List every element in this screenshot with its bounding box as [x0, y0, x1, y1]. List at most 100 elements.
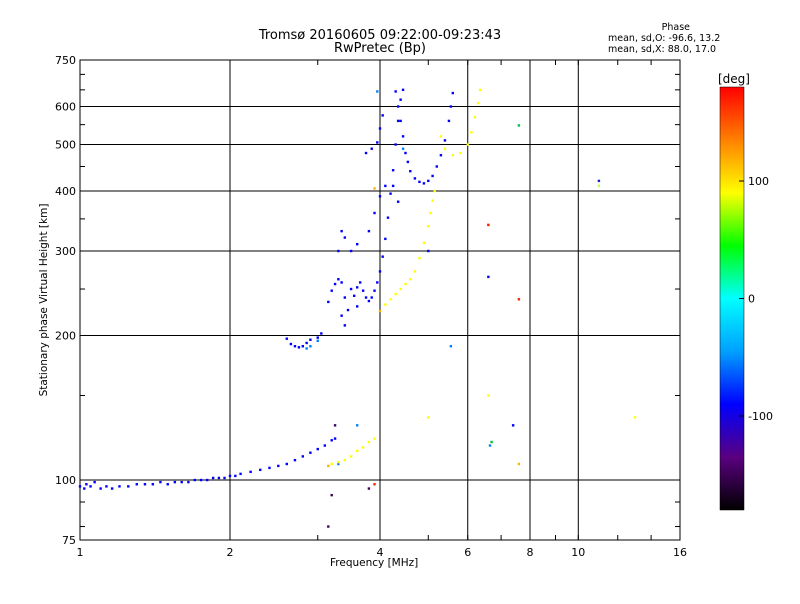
data-point [228, 474, 232, 478]
y-tick-label: 100 [55, 474, 76, 487]
x-tick-label: 4 [377, 546, 384, 559]
data-point [487, 394, 490, 397]
data-point [413, 270, 417, 273]
data-point [517, 298, 521, 301]
data-point [367, 299, 371, 303]
data-point [490, 440, 493, 444]
data-point [367, 440, 371, 444]
data-point [435, 165, 438, 168]
data-point [381, 114, 384, 117]
data-point [384, 184, 387, 188]
data-point [391, 169, 395, 172]
data-point [340, 229, 343, 233]
data-point [378, 127, 382, 130]
data-point [337, 462, 340, 466]
data-point [337, 460, 340, 464]
data-point [355, 242, 359, 246]
data-point [343, 458, 347, 462]
phase-stats: Phase mean, sd,O: -96.6, 13.2 mean, sd,X… [600, 22, 720, 55]
data-point [517, 462, 521, 466]
data-point [289, 342, 293, 346]
data-point [391, 184, 395, 188]
data-point [151, 483, 155, 486]
phase-line-o: mean, sd,O: -96.6, 13.2 [608, 33, 721, 44]
data-point [249, 470, 252, 474]
data-point [305, 341, 308, 345]
data-point [333, 282, 337, 286]
data-point [451, 154, 455, 157]
data-point [337, 278, 340, 281]
data-point [277, 464, 280, 468]
data-point [427, 179, 430, 183]
data-point [83, 487, 86, 490]
data-point [470, 131, 473, 134]
data-point [427, 249, 430, 253]
data-point [193, 478, 197, 482]
data-point [355, 449, 359, 453]
data-point [394, 292, 397, 296]
data-point [333, 437, 337, 440]
data-point [376, 141, 379, 144]
x-tick-label: 10 [571, 546, 585, 559]
data-point [418, 256, 421, 260]
data-point [346, 308, 350, 312]
data-point [431, 199, 434, 202]
y-tick-label: 300 [55, 245, 76, 258]
data-point [361, 446, 365, 449]
data-point [127, 485, 130, 488]
data-point [217, 476, 221, 480]
data-point [166, 483, 169, 486]
data-point [205, 478, 209, 482]
data-point [418, 180, 421, 184]
chart-subtitle: RwPretec (Bp) [333, 41, 427, 56]
data-point [370, 147, 373, 150]
data-point [406, 160, 410, 164]
data-point [239, 472, 242, 476]
data-point [85, 483, 88, 486]
data-point [451, 91, 455, 95]
data-point [487, 275, 490, 279]
data-point [340, 281, 343, 284]
data-point [110, 487, 114, 490]
data-point [633, 416, 637, 419]
data-point [389, 192, 392, 195]
data-point [378, 195, 382, 198]
x-tick-label: 2 [227, 546, 234, 559]
data-point [447, 119, 451, 123]
data-point [330, 439, 333, 442]
y-tick-label: 75 [62, 534, 76, 547]
data-point [349, 287, 353, 291]
colorbar-label: [deg] [718, 72, 750, 86]
data-point [327, 525, 330, 528]
data-point [327, 300, 330, 304]
data-point [396, 200, 400, 203]
data-point [316, 447, 319, 451]
data-point [330, 462, 333, 466]
data-point [367, 229, 371, 233]
data-point [330, 493, 333, 497]
data-point [399, 287, 402, 291]
x-axis-label: Frequency [MHz] [330, 557, 419, 569]
x-tick-label: 8 [527, 546, 534, 559]
data-point [343, 324, 347, 327]
data-point [223, 476, 226, 480]
data-point [259, 468, 262, 472]
data-point [305, 347, 308, 350]
data-point [439, 135, 443, 138]
x-tick-label: 16 [673, 546, 687, 559]
data-point [316, 339, 319, 343]
data-point [396, 105, 400, 108]
data-point [343, 236, 347, 239]
data-point [373, 211, 376, 215]
data-point [159, 480, 162, 484]
data-point [367, 487, 371, 490]
data-point [373, 483, 376, 486]
data-point [422, 182, 426, 185]
data-point [293, 345, 297, 348]
data-point [376, 281, 379, 284]
data-point [93, 480, 96, 484]
data-point [401, 88, 405, 92]
data-point [337, 249, 340, 253]
data-point [394, 143, 397, 146]
